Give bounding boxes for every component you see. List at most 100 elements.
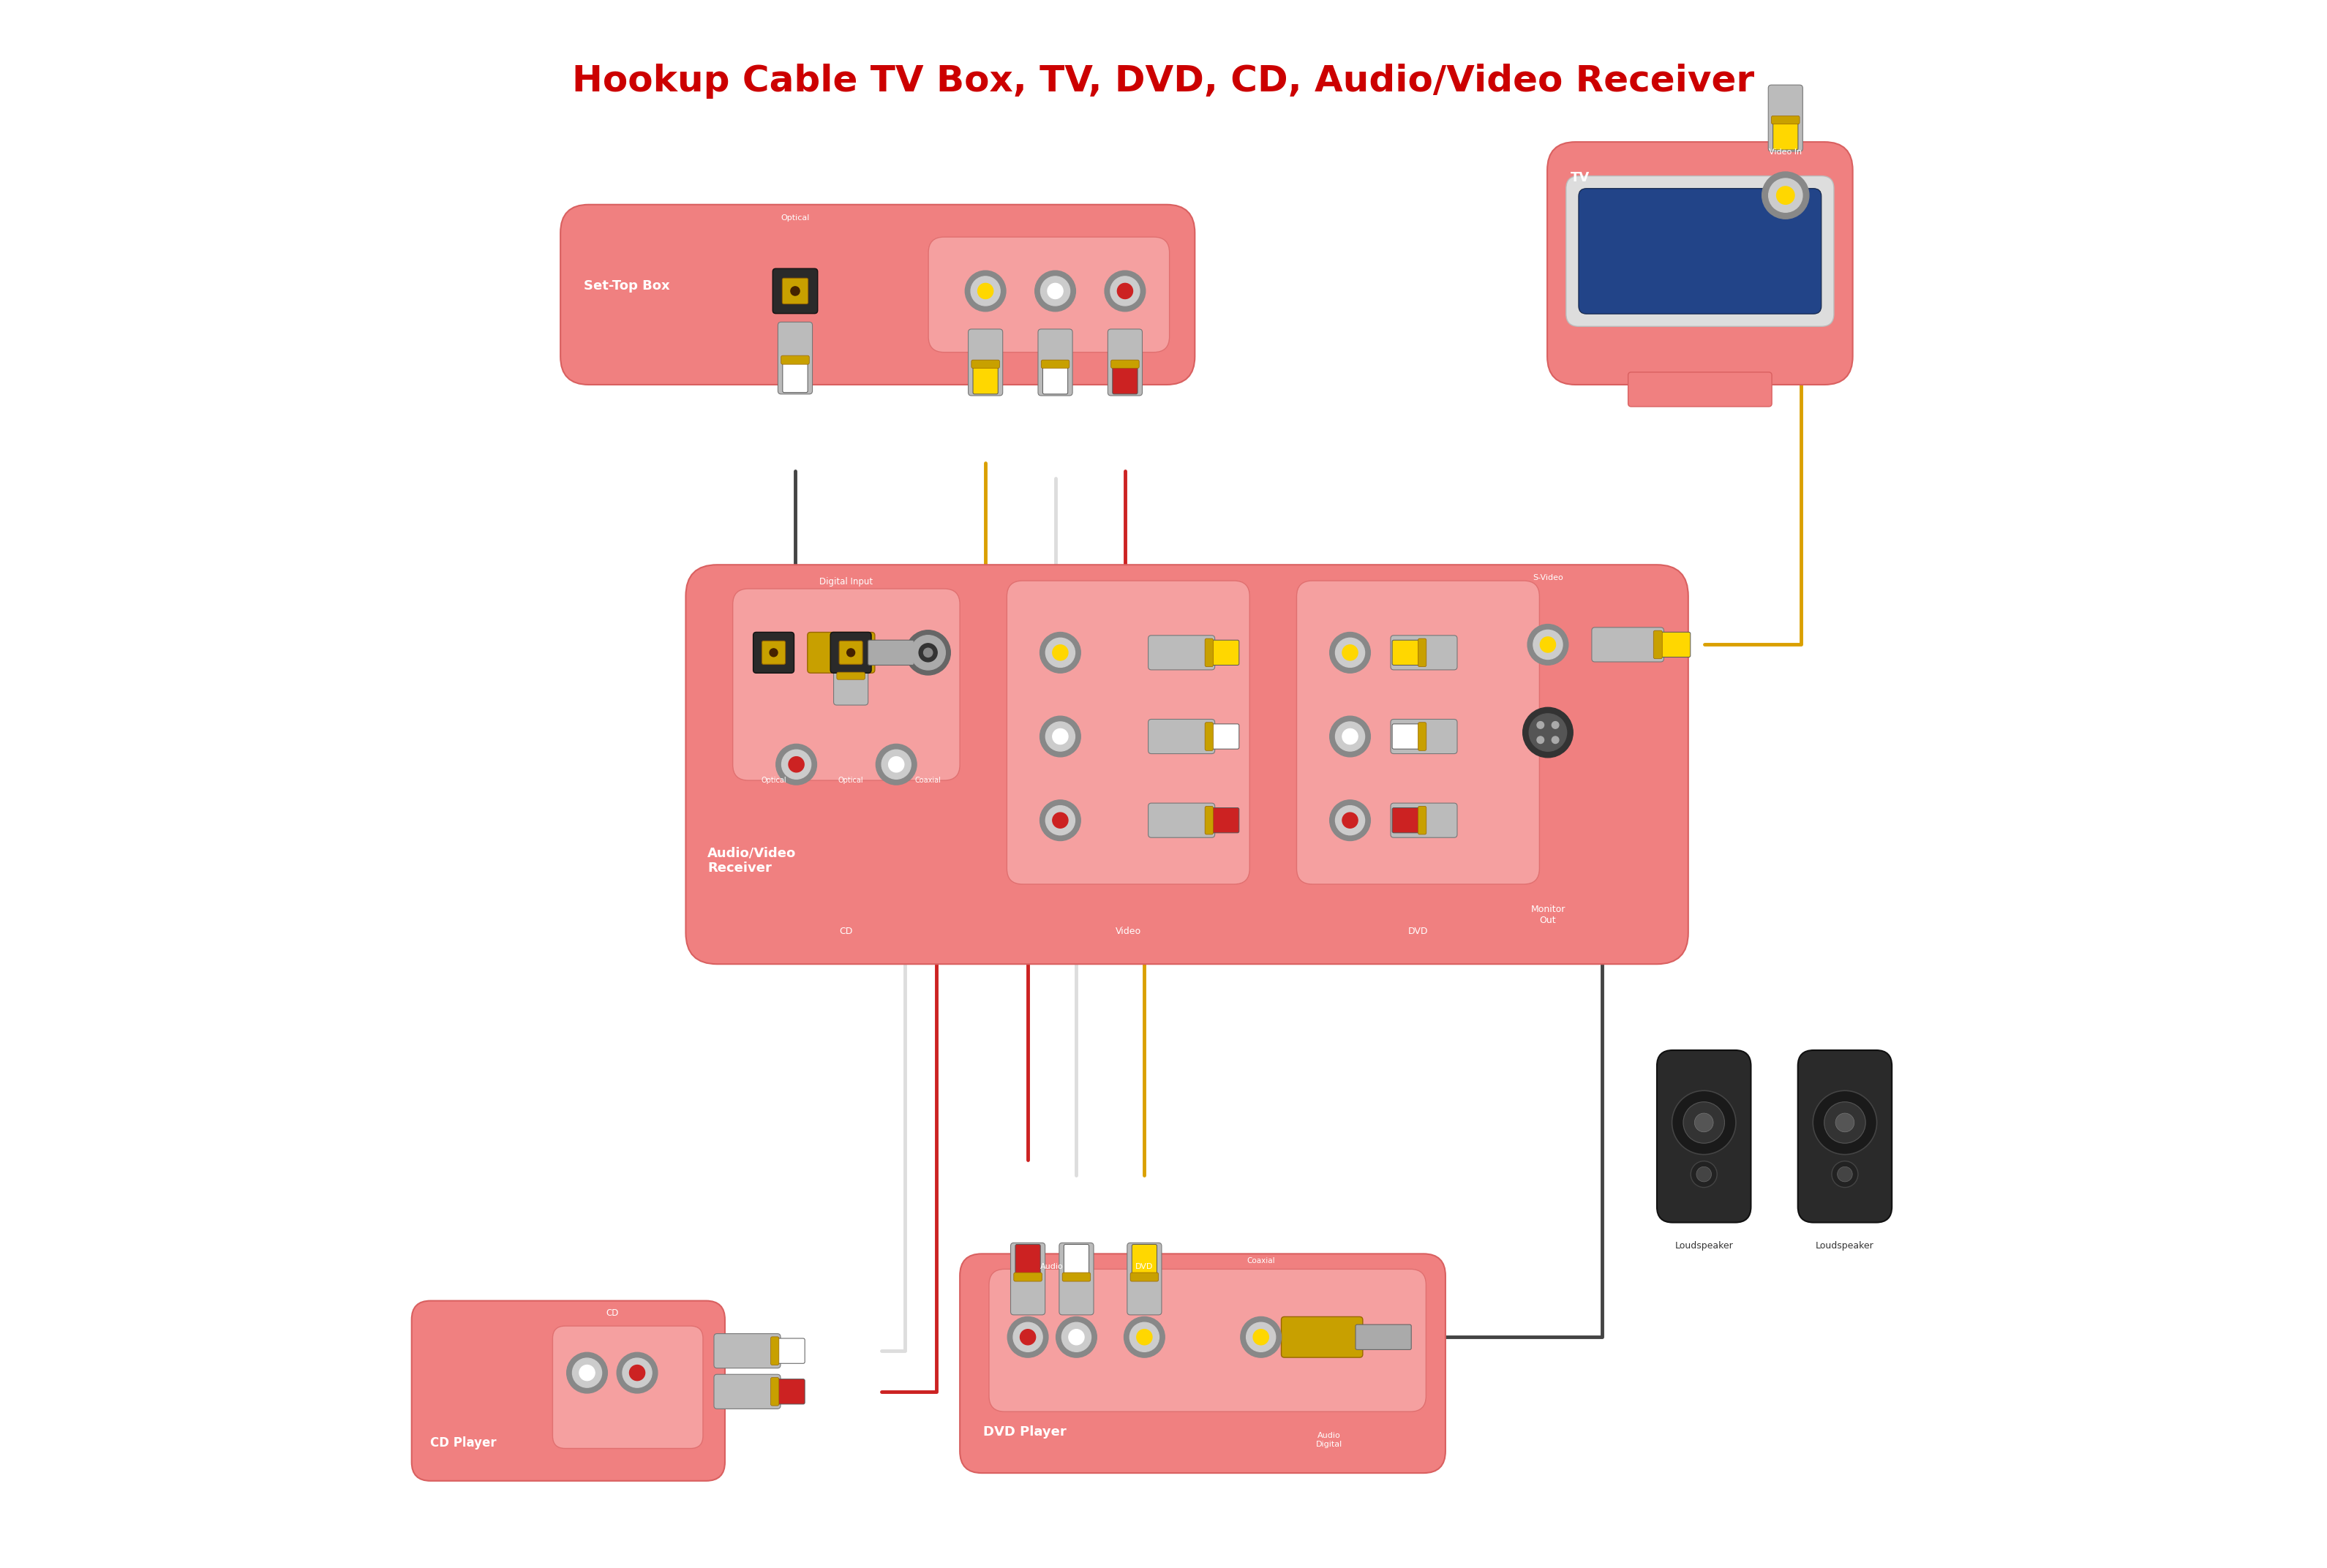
- Circle shape: [1536, 721, 1543, 729]
- Circle shape: [1129, 1322, 1159, 1352]
- Circle shape: [1012, 1322, 1042, 1352]
- FancyBboxPatch shape: [777, 321, 812, 394]
- FancyBboxPatch shape: [412, 1301, 726, 1480]
- FancyBboxPatch shape: [1208, 808, 1238, 833]
- Circle shape: [1343, 812, 1357, 828]
- FancyBboxPatch shape: [1059, 1243, 1094, 1316]
- FancyBboxPatch shape: [1147, 720, 1215, 754]
- Text: Optical: Optical: [761, 776, 787, 784]
- FancyBboxPatch shape: [1592, 627, 1664, 662]
- Circle shape: [1776, 187, 1794, 204]
- FancyBboxPatch shape: [1392, 635, 1457, 670]
- FancyBboxPatch shape: [1015, 1273, 1042, 1281]
- FancyBboxPatch shape: [1417, 638, 1426, 666]
- Circle shape: [568, 1353, 607, 1392]
- Circle shape: [1529, 713, 1566, 751]
- FancyBboxPatch shape: [831, 632, 870, 673]
- Circle shape: [1838, 1167, 1852, 1182]
- FancyBboxPatch shape: [868, 640, 915, 665]
- FancyBboxPatch shape: [970, 361, 1001, 368]
- FancyBboxPatch shape: [928, 237, 1170, 353]
- FancyBboxPatch shape: [1392, 803, 1457, 837]
- Circle shape: [1343, 644, 1357, 660]
- FancyBboxPatch shape: [1205, 806, 1212, 834]
- Circle shape: [977, 284, 994, 299]
- Circle shape: [1036, 271, 1075, 312]
- Circle shape: [1008, 1317, 1047, 1358]
- Circle shape: [1240, 1317, 1282, 1358]
- Circle shape: [1527, 624, 1568, 665]
- Circle shape: [1692, 1160, 1717, 1187]
- Circle shape: [1068, 1330, 1084, 1345]
- FancyBboxPatch shape: [973, 364, 998, 394]
- Circle shape: [1052, 644, 1068, 660]
- Circle shape: [1831, 1160, 1857, 1187]
- FancyBboxPatch shape: [1417, 723, 1426, 751]
- FancyBboxPatch shape: [1063, 1245, 1089, 1278]
- Circle shape: [1117, 284, 1133, 299]
- FancyBboxPatch shape: [1010, 1243, 1045, 1316]
- FancyBboxPatch shape: [1112, 364, 1138, 394]
- FancyBboxPatch shape: [1147, 803, 1215, 837]
- FancyBboxPatch shape: [1654, 630, 1661, 659]
- Circle shape: [1047, 284, 1063, 299]
- FancyBboxPatch shape: [551, 1327, 703, 1449]
- Text: Set-Top Box: Set-Top Box: [584, 279, 670, 292]
- Circle shape: [782, 750, 812, 779]
- Text: TV: TV: [1571, 171, 1589, 185]
- Circle shape: [1056, 1317, 1096, 1358]
- FancyBboxPatch shape: [833, 649, 868, 706]
- FancyBboxPatch shape: [770, 1378, 780, 1405]
- FancyBboxPatch shape: [1208, 640, 1238, 665]
- Circle shape: [1769, 179, 1803, 212]
- Circle shape: [1682, 1102, 1724, 1143]
- FancyBboxPatch shape: [1038, 329, 1073, 395]
- Circle shape: [1045, 806, 1075, 836]
- Circle shape: [1522, 707, 1573, 757]
- Circle shape: [1536, 737, 1543, 743]
- Circle shape: [1040, 276, 1070, 306]
- FancyBboxPatch shape: [1629, 372, 1771, 406]
- FancyBboxPatch shape: [1657, 1051, 1750, 1223]
- Circle shape: [1019, 1330, 1036, 1345]
- FancyBboxPatch shape: [754, 632, 794, 673]
- Text: S-Video: S-Video: [1533, 574, 1564, 582]
- Circle shape: [1671, 1091, 1736, 1154]
- Circle shape: [775, 745, 817, 784]
- FancyBboxPatch shape: [1392, 720, 1457, 754]
- FancyBboxPatch shape: [1392, 640, 1422, 665]
- FancyBboxPatch shape: [1296, 580, 1540, 884]
- Circle shape: [1813, 1091, 1878, 1154]
- Circle shape: [1343, 729, 1357, 745]
- Circle shape: [1110, 276, 1140, 306]
- Circle shape: [905, 630, 949, 674]
- Circle shape: [1040, 800, 1080, 840]
- Circle shape: [770, 649, 777, 657]
- FancyBboxPatch shape: [1131, 1245, 1157, 1278]
- Circle shape: [1040, 717, 1080, 757]
- Text: Optical: Optical: [782, 213, 810, 221]
- Circle shape: [789, 757, 805, 771]
- FancyBboxPatch shape: [1205, 638, 1212, 666]
- FancyBboxPatch shape: [775, 1339, 805, 1364]
- Circle shape: [1696, 1167, 1710, 1182]
- Text: CD: CD: [840, 927, 854, 936]
- FancyBboxPatch shape: [1131, 1273, 1159, 1281]
- Text: Audio: Audio: [1040, 1264, 1063, 1270]
- Circle shape: [1329, 632, 1371, 673]
- FancyBboxPatch shape: [1282, 1317, 1364, 1358]
- FancyBboxPatch shape: [838, 673, 866, 679]
- Text: Hookup Cable TV Box, TV, DVD, CD, Audio/Video Receiver: Hookup Cable TV Box, TV, DVD, CD, Audio/…: [572, 64, 1755, 99]
- Text: DVD: DVD: [1408, 927, 1429, 936]
- Circle shape: [1824, 1102, 1866, 1143]
- FancyBboxPatch shape: [1208, 724, 1238, 750]
- FancyBboxPatch shape: [1392, 808, 1422, 833]
- Circle shape: [1336, 806, 1364, 836]
- FancyBboxPatch shape: [686, 564, 1687, 964]
- Circle shape: [1045, 721, 1075, 751]
- FancyBboxPatch shape: [1015, 1245, 1040, 1278]
- Text: CD Player: CD Player: [430, 1436, 496, 1449]
- FancyBboxPatch shape: [1042, 364, 1068, 394]
- Circle shape: [882, 750, 910, 779]
- FancyBboxPatch shape: [782, 359, 807, 392]
